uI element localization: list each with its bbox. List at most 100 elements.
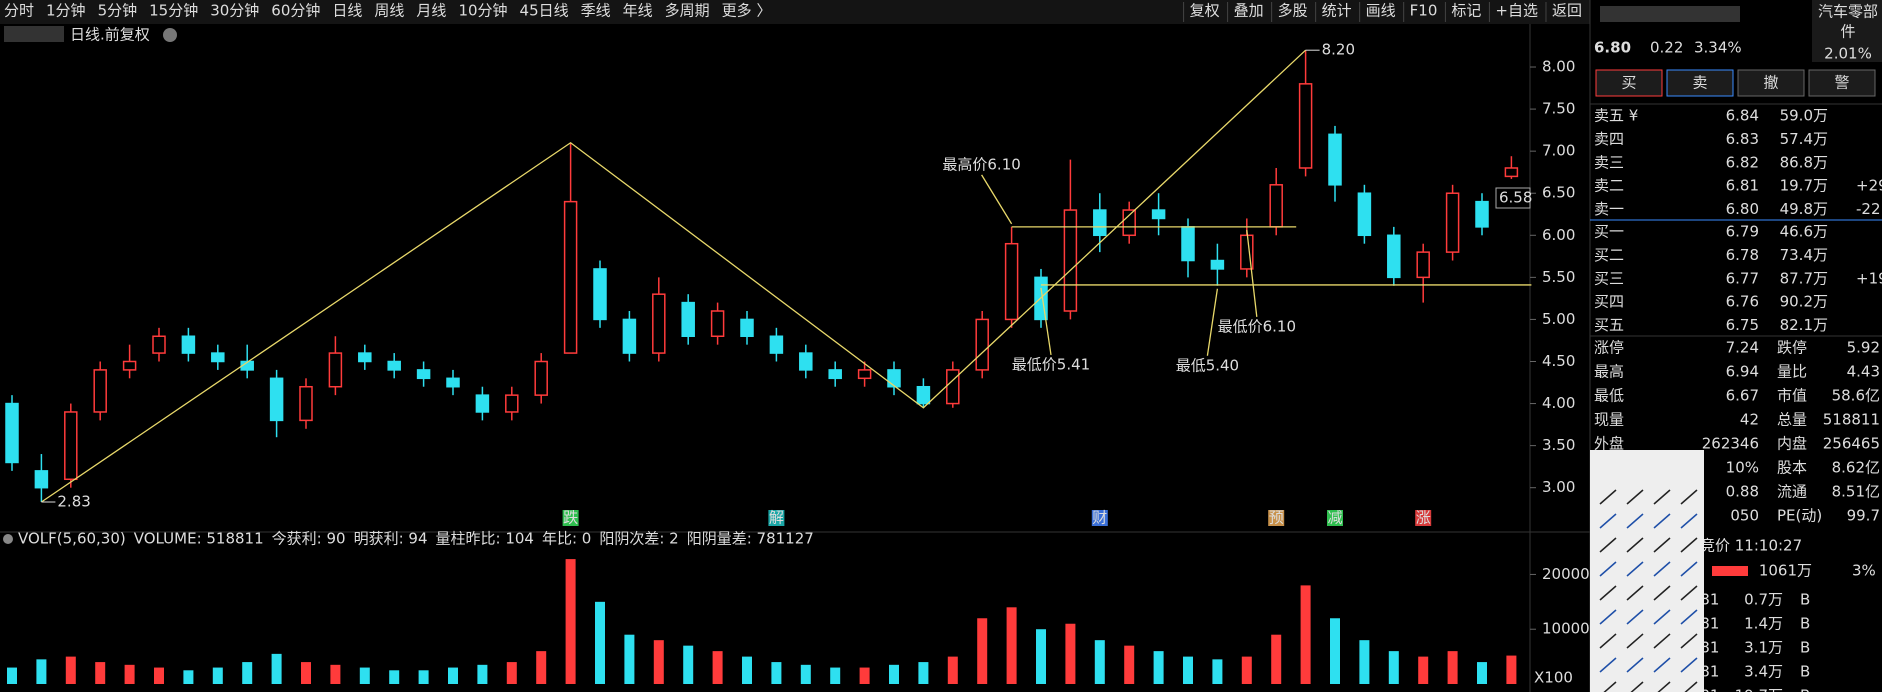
draw-tool-icon[interactable]	[1627, 681, 1644, 692]
trade-button[interactable]	[1666, 69, 1734, 97]
draw-tool-icon[interactable]	[1680, 609, 1698, 625]
draw-tool-icon[interactable]	[1626, 561, 1644, 577]
title-menu[interactable]	[163, 28, 177, 42]
period-tab[interactable]: 30分钟	[210, 2, 259, 20]
draw-tool-icon[interactable]	[1626, 537, 1644, 553]
price-pct: 3.34%	[1694, 39, 1742, 57]
draw-tool-icon[interactable]	[1599, 489, 1617, 505]
period-tab[interactable]: 月线	[416, 2, 446, 20]
event-marker[interactable]	[1415, 510, 1432, 526]
trade-button-label: 买	[1621, 74, 1636, 92]
event-marker[interactable]	[562, 510, 579, 526]
draw-tool-icon[interactable]	[1653, 585, 1671, 601]
draw-tools-popup[interactable]	[1590, 450, 1704, 692]
period-tab[interactable]: 5分钟	[98, 2, 138, 20]
volume-bar	[418, 670, 429, 684]
book-volume: 87.7万	[1780, 269, 1828, 287]
volume-bar	[1418, 656, 1429, 684]
volume-bar	[1330, 618, 1340, 684]
period-tab[interactable]: 季线	[581, 2, 611, 20]
candle-body	[1387, 234, 1401, 279]
tool-button[interactable]: F10	[1410, 2, 1438, 20]
draw-tool-icon[interactable]	[1680, 561, 1698, 577]
indicator-toggle[interactable]	[3, 534, 13, 544]
draw-tool-icon[interactable]	[1654, 681, 1671, 692]
volume-bar	[742, 656, 752, 684]
draw-tool-icon[interactable]	[1653, 657, 1671, 673]
draw-tool-icon[interactable]	[1599, 513, 1617, 529]
draw-tool-icon[interactable]	[1653, 489, 1671, 505]
candle-body	[64, 411, 78, 481]
candle-body	[1093, 209, 1107, 237]
tick-volume: 3.1万	[1744, 639, 1783, 657]
draw-tool-icon[interactable]	[1681, 681, 1698, 692]
stat-value: 42	[1740, 411, 1759, 429]
draw-tool-icon[interactable]	[1653, 513, 1671, 529]
period-tab[interactable]: 周线	[374, 2, 404, 20]
tool-button[interactable]: 叠加	[1234, 2, 1264, 20]
indicator-value: 阳阴量差: 781127	[687, 530, 814, 548]
period-tab[interactable]: 15分钟	[149, 2, 198, 20]
draw-tool-icon[interactable]	[1599, 537, 1617, 553]
draw-tool-icon[interactable]	[1653, 561, 1671, 577]
volume-bar	[1006, 607, 1017, 684]
period-tab[interactable]: 1分钟	[46, 2, 86, 20]
draw-tool-icon[interactable]	[1626, 609, 1644, 625]
trade-button[interactable]	[1595, 69, 1663, 97]
draw-tool-icon[interactable]	[1600, 681, 1617, 692]
tool-button[interactable]: 多股	[1278, 2, 1308, 20]
period-tab[interactable]: 60分钟	[271, 2, 320, 20]
draw-tool-icon[interactable]	[1599, 609, 1617, 625]
draw-tool-icon[interactable]	[1599, 633, 1617, 649]
tool-button[interactable]: 返回	[1552, 2, 1582, 20]
volume-bar	[565, 559, 576, 684]
candle-body	[1504, 167, 1519, 178]
book-price: 6.80	[1726, 200, 1759, 218]
draw-tool-icon[interactable]	[1680, 633, 1698, 649]
period-tab[interactable]: 更多 〉	[722, 2, 772, 20]
event-marker[interactable]	[768, 510, 785, 526]
candle-body	[211, 352, 225, 363]
draw-tool-icon[interactable]	[1626, 489, 1644, 505]
period-tab[interactable]: 分时	[4, 2, 34, 20]
draw-tool-icon[interactable]	[1599, 585, 1617, 601]
tool-button[interactable]: 画线	[1366, 2, 1396, 20]
book-volume: 57.4万	[1780, 130, 1828, 148]
draw-tool-icon[interactable]	[1599, 561, 1617, 577]
draw-tool-icon[interactable]	[1680, 657, 1698, 673]
draw-tool-icon[interactable]	[1626, 513, 1644, 529]
draw-tool-icon[interactable]	[1626, 657, 1644, 673]
draw-tool-icon[interactable]	[1653, 609, 1671, 625]
book-change: +19	[1856, 269, 1882, 287]
trade-button[interactable]	[1808, 69, 1876, 97]
period-tab[interactable]: 10分钟	[458, 2, 507, 20]
stat-label: 内盘	[1777, 435, 1807, 453]
draw-tool-icon[interactable]	[1680, 513, 1698, 529]
event-marker[interactable]	[1091, 510, 1108, 526]
period-tab[interactable]: 年线	[623, 2, 653, 20]
tool-button[interactable]: 统计	[1322, 2, 1352, 20]
draw-tool-icon[interactable]	[1626, 585, 1644, 601]
period-tab[interactable]: 45日线	[520, 2, 569, 20]
event-marker[interactable]	[1268, 510, 1285, 526]
sector-name: 件	[1840, 23, 1855, 41]
trade-button[interactable]	[1737, 69, 1805, 97]
tick-side: B	[1800, 639, 1810, 657]
book-price: 6.83	[1726, 130, 1759, 148]
draw-tool-icon[interactable]	[1599, 657, 1617, 673]
draw-tool-icon[interactable]	[1680, 489, 1698, 505]
book-volume: 59.0万	[1780, 107, 1828, 125]
event-marker[interactable]	[1327, 510, 1343, 526]
tool-button[interactable]: 标记	[1451, 2, 1481, 20]
draw-tool-icon[interactable]	[1653, 633, 1671, 649]
draw-tool-icon[interactable]	[1653, 537, 1671, 553]
sector-box[interactable]	[1812, 0, 1882, 62]
draw-tool-icon[interactable]	[1626, 633, 1644, 649]
period-tab[interactable]: 多周期	[665, 2, 710, 20]
candle-body	[769, 335, 784, 354]
tool-button[interactable]: 复权	[1190, 2, 1220, 20]
draw-tool-icon[interactable]	[1680, 537, 1698, 553]
draw-tool-icon[interactable]	[1680, 585, 1698, 601]
period-tab[interactable]: 日线	[332, 2, 362, 20]
tool-button[interactable]: +自选	[1495, 2, 1538, 20]
